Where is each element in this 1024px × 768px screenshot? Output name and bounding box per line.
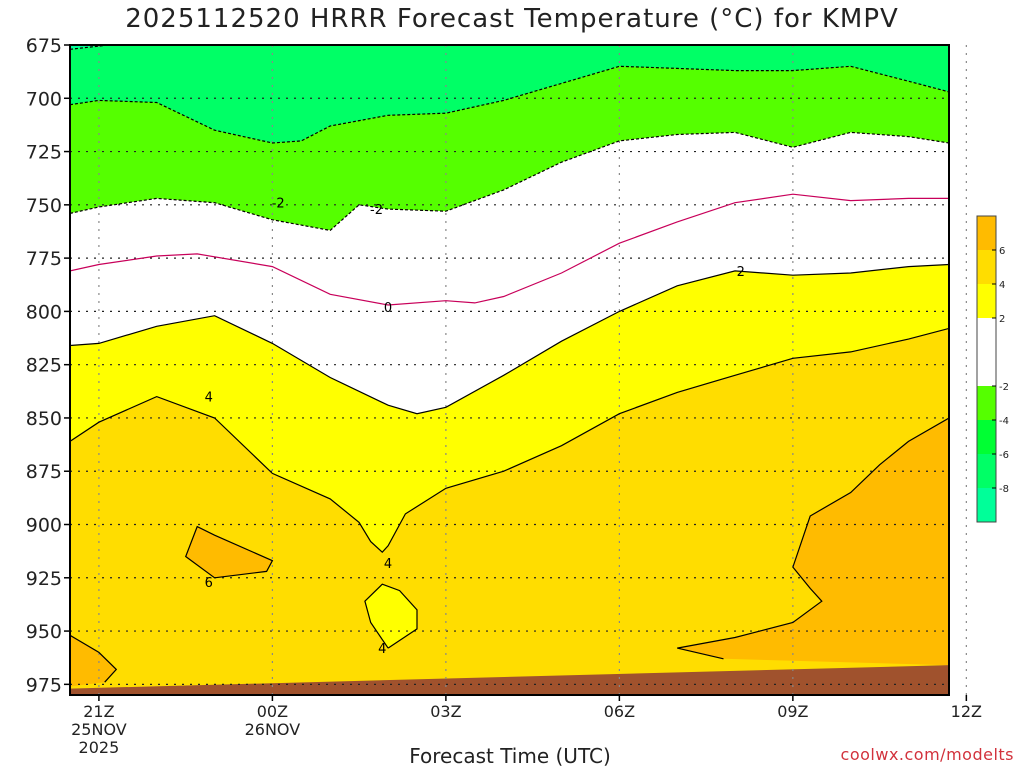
contour-6-9 bbox=[70, 634, 118, 683]
contour-6-8 bbox=[677, 417, 949, 660]
contour-label-4: 4 bbox=[205, 391, 213, 406]
contour-label-3: 2 bbox=[737, 265, 745, 280]
ground-layer bbox=[70, 665, 949, 695]
contour-layer bbox=[70, 45, 949, 683]
temperature-region-5 bbox=[70, 328, 949, 689]
temperature-region-4 bbox=[70, 264, 949, 553]
contour-2-4 bbox=[70, 263, 949, 415]
colorbar-label--2: -2 bbox=[999, 382, 1009, 393]
colorbar-frame bbox=[976, 215, 997, 523]
colorbar-bin-2 bbox=[977, 420, 996, 454]
y-tick-label-700: 700 bbox=[26, 88, 62, 110]
y-tick-label-975: 975 bbox=[26, 674, 62, 696]
y-tick-label-900: 900 bbox=[26, 515, 62, 537]
colorbar-label-4: 4 bbox=[999, 280, 1005, 291]
temperature-region-8 bbox=[70, 635, 117, 687]
colorbar-label-6: 6 bbox=[999, 246, 1005, 257]
contour--4-1 bbox=[70, 65, 949, 144]
y-tick-label-775: 775 bbox=[26, 248, 62, 270]
temperature-region-7 bbox=[185, 526, 273, 578]
colorbar-label--4: -4 bbox=[999, 416, 1009, 427]
y-tick-label-875: 875 bbox=[26, 461, 62, 483]
x-tick-label-12Z-0: 12Z bbox=[951, 702, 982, 721]
contour-label-6: 4 bbox=[378, 642, 386, 657]
y-tick-label-850: 850 bbox=[26, 408, 62, 430]
colorbar-bin-0 bbox=[977, 488, 996, 522]
ground-surface bbox=[70, 665, 949, 695]
y-tick-label-950: 950 bbox=[26, 621, 62, 643]
x-tick-label-00Z-0: 00Z bbox=[257, 702, 288, 721]
contour-label-0: -2 bbox=[272, 197, 285, 212]
contour-4-6 bbox=[364, 583, 418, 649]
x-tick-label-21Z-2: 2025 bbox=[79, 738, 120, 757]
contour-label-1: -2 bbox=[370, 203, 383, 218]
colorbar-label--8: -8 bbox=[999, 484, 1009, 495]
colorbar-label--6: -6 bbox=[999, 450, 1009, 461]
contour-4-5 bbox=[70, 327, 949, 554]
x-tick-label-09Z-0: 09Z bbox=[777, 702, 808, 721]
chart-title: 2025112520 HRRR Forecast Temperature (°C… bbox=[125, 4, 899, 34]
colorbar-bin-3 bbox=[977, 386, 996, 420]
contour-label-2: 0 bbox=[384, 301, 392, 316]
temperature-region-1 bbox=[70, 45, 949, 143]
colorbar-bin-6 bbox=[977, 250, 996, 284]
temperature-region-6 bbox=[677, 418, 949, 666]
y-axis: 675 700 725 750 775 800 825 850 875 900 925 950 975 bbox=[26, 35, 70, 696]
contour-label-7: 6 bbox=[205, 576, 213, 591]
y-tick-label-925: 925 bbox=[26, 568, 62, 590]
colorbar-bin-5 bbox=[977, 284, 996, 318]
x-tick-label-03Z-0: 03Z bbox=[430, 702, 461, 721]
colorbar-bin-7 bbox=[977, 216, 996, 250]
x-tick-label-21Z-0: 21Z bbox=[83, 702, 114, 721]
x-tick-label-00Z-1: 26NOV bbox=[245, 720, 301, 739]
colorbar-bin-1 bbox=[977, 454, 996, 488]
temperature-region-2 bbox=[70, 66, 949, 231]
colorbar: 6 4 2 -2 -4 -6 -8 bbox=[976, 215, 1009, 523]
contour-label-layer: -2 -2 0 2 4 4 4 6 bbox=[205, 197, 745, 657]
x-tick-label-06Z-0: 06Z bbox=[604, 702, 635, 721]
colorbar-bin-4 bbox=[977, 318, 996, 386]
y-tick-label-725: 725 bbox=[26, 142, 62, 164]
plot-frame bbox=[69, 44, 950, 696]
x-tick-label-21Z-1: 25NOV bbox=[71, 720, 127, 739]
y-tick-label-750: 750 bbox=[26, 195, 62, 217]
y-tick-label-800: 800 bbox=[26, 301, 62, 323]
x-axis-label: Forecast Time (UTC) bbox=[409, 744, 611, 768]
temperature-region-3 bbox=[70, 132, 949, 414]
temperature-fill-layer bbox=[70, 45, 949, 695]
contour--2-2 bbox=[70, 131, 949, 232]
contour-label-5: 4 bbox=[384, 557, 392, 572]
y-tick-label-825: 825 bbox=[26, 355, 62, 377]
contour-6-7 bbox=[184, 525, 274, 579]
colorbar-label-2: 2 bbox=[999, 314, 1005, 325]
contour-0-3 bbox=[70, 193, 949, 306]
y-tick-label-675: 675 bbox=[26, 35, 62, 57]
credit-text: coolwx.com/modelts bbox=[840, 745, 1014, 764]
